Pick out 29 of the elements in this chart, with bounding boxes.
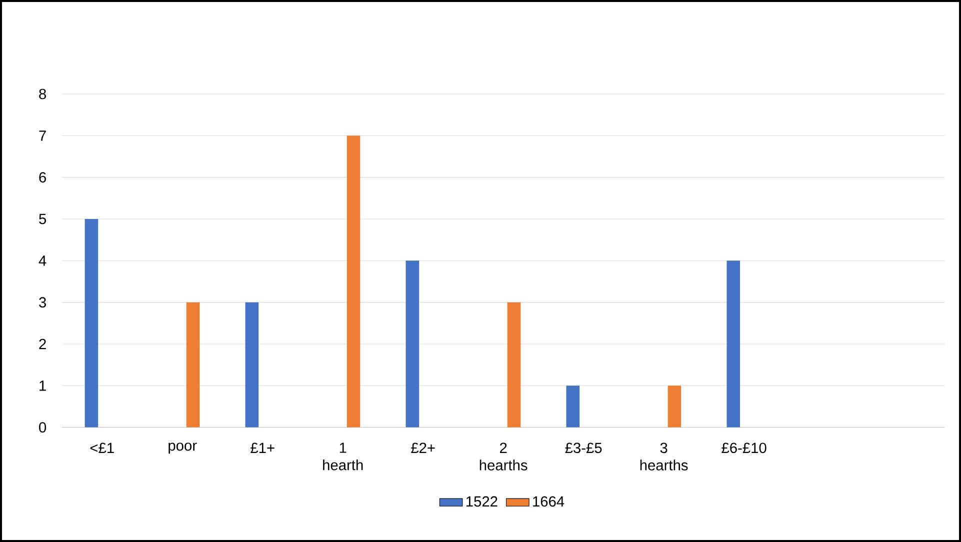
x-tick-label: £2+ <box>411 442 435 453</box>
x-tick-label: poor <box>168 442 197 454</box>
y-tick-label: 6 <box>39 172 46 183</box>
bar <box>245 302 259 428</box>
x-tick-label: 2 hearths <box>480 442 528 470</box>
legend-label: 1522 <box>466 496 498 507</box>
bar <box>507 302 521 428</box>
x-tick-label: 1 hearth <box>323 442 363 470</box>
bar <box>84 218 98 428</box>
bar <box>186 302 200 428</box>
y-tick-label: 0 <box>39 422 46 433</box>
bar <box>726 260 740 428</box>
x-tick-label: £6-£10 <box>722 442 766 454</box>
bar <box>668 386 682 428</box>
y-tick-label: 5 <box>39 214 46 224</box>
x-tick-label: 3 hearths <box>640 442 688 470</box>
x-tick-label: £1+ <box>250 442 274 453</box>
y-tick-label: 3 <box>39 297 46 308</box>
y-tick-label: 2 <box>39 338 46 350</box>
x-tick-label: £3-£5 <box>565 442 602 454</box>
y-tick-label: 8 <box>39 88 46 100</box>
y-tick-label: 1 <box>40 380 46 391</box>
bar <box>406 260 420 428</box>
y-tick-label: 7 <box>39 130 46 141</box>
bar <box>566 386 580 428</box>
bar <box>346 136 360 428</box>
legend-label: 1664 <box>533 496 564 507</box>
x-tick-label: <£1 <box>90 442 114 453</box>
y-tick-label: 4 <box>38 256 46 266</box>
